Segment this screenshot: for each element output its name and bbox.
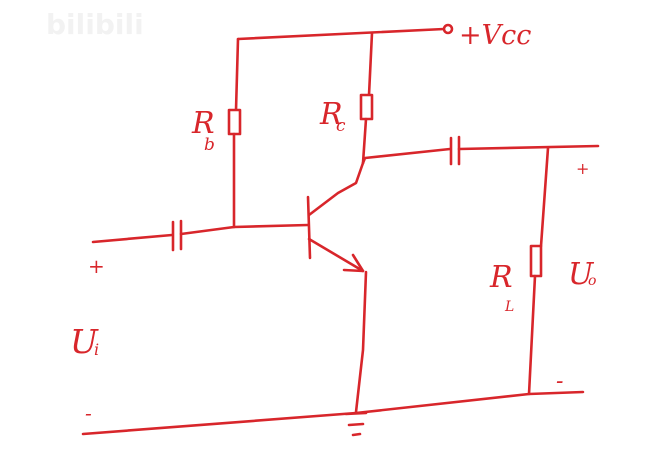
base-resistor-wire-top <box>234 37 240 112</box>
emitter-ground-wire <box>354 270 368 414</box>
load-resistor-wire-top <box>539 146 550 248</box>
svg-text:L: L <box>504 299 514 315</box>
supply-label: +Vcc <box>459 20 531 51</box>
output-minus: - <box>556 369 563 394</box>
transistor-base-bar <box>306 195 312 260</box>
svg-text:i: i <box>94 340 99 359</box>
load-resistor-label: R L <box>489 260 514 315</box>
supply-rail <box>236 27 446 41</box>
input-top-wire <box>91 233 174 244</box>
transistor-emitter-arrow <box>342 253 365 273</box>
collector-resistor-wire-top <box>367 31 374 97</box>
collector-output-wire <box>361 147 452 165</box>
ground-rail <box>81 390 585 436</box>
ground-icon <box>344 411 368 437</box>
input-voltage-label: U i <box>70 322 99 361</box>
svg-text:R: R <box>489 260 513 295</box>
output-voltage-label: U o <box>568 257 596 292</box>
load-resistor <box>529 244 543 278</box>
load-resistor-wire-bottom <box>527 274 537 396</box>
output-plus: + <box>576 159 589 178</box>
collector-resistor <box>359 93 374 121</box>
supply-terminal <box>442 23 454 35</box>
svg-text:c: c <box>336 116 346 136</box>
base-resistor <box>227 108 242 136</box>
collector-resistor-wire-bottom <box>361 117 368 165</box>
base-feed-wire <box>179 223 310 236</box>
svg-text:o: o <box>588 273 596 289</box>
base-resistor-label: R b <box>191 106 215 155</box>
bilibili-watermark: bilibili <box>46 8 144 41</box>
output-top-wire <box>457 144 600 151</box>
svg-text:b: b <box>204 135 215 155</box>
input-minus: - <box>85 401 92 425</box>
svg-text:U: U <box>568 257 595 292</box>
input-plus: + <box>88 254 105 278</box>
svg-text:U: U <box>70 322 99 361</box>
svg-text:R: R <box>319 97 343 132</box>
transistor-collector-lead <box>307 161 365 217</box>
collector-resistor-label: R c <box>319 97 346 136</box>
transistor-emitter-lead <box>307 237 365 273</box>
svg-text:R: R <box>191 106 215 141</box>
